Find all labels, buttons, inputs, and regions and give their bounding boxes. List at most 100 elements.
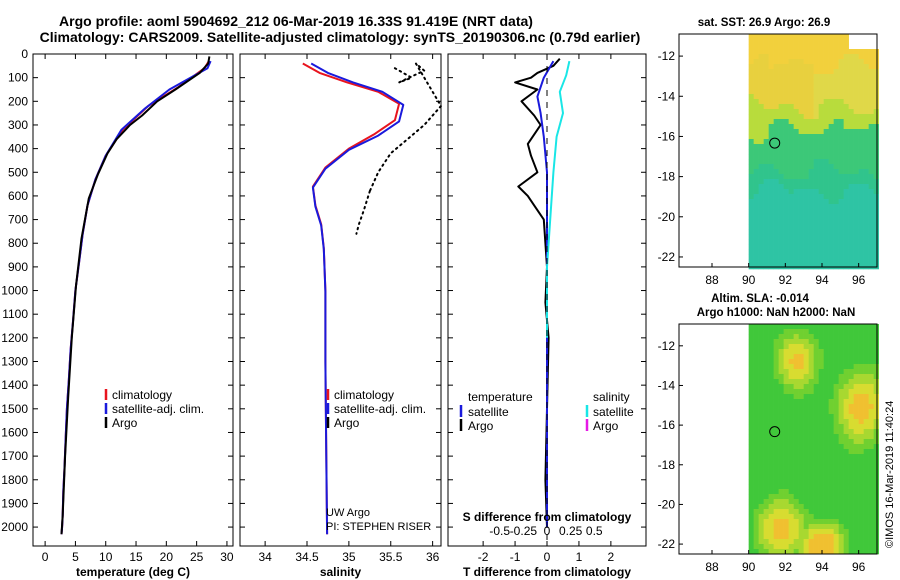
map-cell (853, 84, 859, 90)
map-cell (778, 489, 784, 495)
map-cell (773, 209, 779, 215)
map-cell (768, 229, 774, 235)
map-y-tick-label: -16 (658, 418, 676, 432)
map-cell (793, 449, 799, 455)
map-cell (778, 524, 784, 530)
map-cell (848, 449, 854, 455)
map-cell (763, 44, 769, 50)
map-cell (828, 449, 834, 455)
map-cell (873, 414, 879, 420)
map-cell (853, 374, 859, 380)
map-cell (793, 199, 799, 205)
map-cell (783, 409, 789, 415)
map-cell (873, 524, 879, 530)
map-cell (788, 129, 794, 135)
map-cell (833, 169, 839, 175)
map-cell (828, 174, 834, 180)
map-cell (828, 59, 834, 65)
map-cell (853, 179, 859, 185)
map-cell (788, 469, 794, 475)
map-cell (773, 494, 779, 500)
map-cell (838, 74, 844, 80)
map-cell (768, 54, 774, 60)
map-cell (818, 484, 824, 490)
map-cell (818, 124, 824, 130)
map-cell (873, 214, 879, 220)
map-cell (768, 79, 774, 85)
map-cell (758, 159, 764, 165)
map-cell (763, 419, 769, 425)
map-cell (773, 344, 779, 350)
map-cell (843, 184, 849, 190)
map-cell (843, 189, 849, 195)
map-cell (833, 479, 839, 485)
map-cell (758, 429, 764, 435)
map-cell (828, 74, 834, 80)
map-cell (843, 49, 849, 55)
map-cell (778, 109, 784, 115)
map-cell (813, 454, 819, 460)
map-cell (768, 469, 774, 475)
map-cell (783, 359, 789, 365)
map-cell (828, 159, 834, 165)
map-cell (818, 394, 824, 400)
map-cell (838, 384, 844, 390)
map-cell (833, 539, 839, 545)
map-cell (858, 474, 864, 480)
map-cell (868, 379, 874, 385)
map-cell (778, 449, 784, 455)
map-cell (783, 429, 789, 435)
map-cell (858, 379, 864, 385)
map-cell (868, 79, 874, 85)
map-cell (798, 74, 804, 80)
map-cell (808, 114, 814, 120)
map-cell (823, 384, 829, 390)
map-cell (858, 219, 864, 225)
map-cell (763, 484, 769, 490)
map-cell (863, 114, 869, 120)
map-cell (803, 419, 809, 425)
map-cell (843, 444, 849, 450)
map-cell (853, 339, 859, 345)
map-cell (793, 384, 799, 390)
map-cell (808, 104, 814, 110)
map-cell (868, 544, 874, 550)
map-cell (823, 334, 829, 340)
map-cell (783, 144, 789, 150)
map-cell (778, 219, 784, 225)
map-cell (773, 109, 779, 115)
map-cell (873, 149, 879, 155)
map-cell (843, 44, 849, 50)
map-cell (778, 49, 784, 55)
map-cell (858, 259, 864, 265)
map-cell (773, 384, 779, 390)
map-cell (763, 179, 769, 185)
map-cell (788, 184, 794, 190)
map-cell (753, 544, 759, 550)
map-cell (758, 234, 764, 240)
map-cell (788, 494, 794, 500)
map-y-tick-label: -22 (658, 537, 676, 551)
map-cell (783, 209, 789, 215)
map-cell (843, 379, 849, 385)
map-cell (748, 259, 754, 265)
map-cell (813, 194, 819, 200)
map-cell (823, 59, 829, 65)
map-cell (823, 444, 829, 450)
map-cell (843, 509, 849, 515)
map-cell (773, 64, 779, 70)
map-cell (748, 154, 754, 160)
map-cell (788, 384, 794, 390)
map-cell (773, 199, 779, 205)
map-cell (768, 209, 774, 215)
map-cell (853, 489, 859, 495)
map-cell (763, 114, 769, 120)
map-cell (848, 434, 854, 440)
map-cell (838, 489, 844, 495)
map-cell (823, 489, 829, 495)
map-cell (788, 209, 794, 215)
map-cell (863, 484, 869, 490)
map-cell (858, 194, 864, 200)
map-cell (863, 224, 869, 230)
map-cell (808, 229, 814, 235)
